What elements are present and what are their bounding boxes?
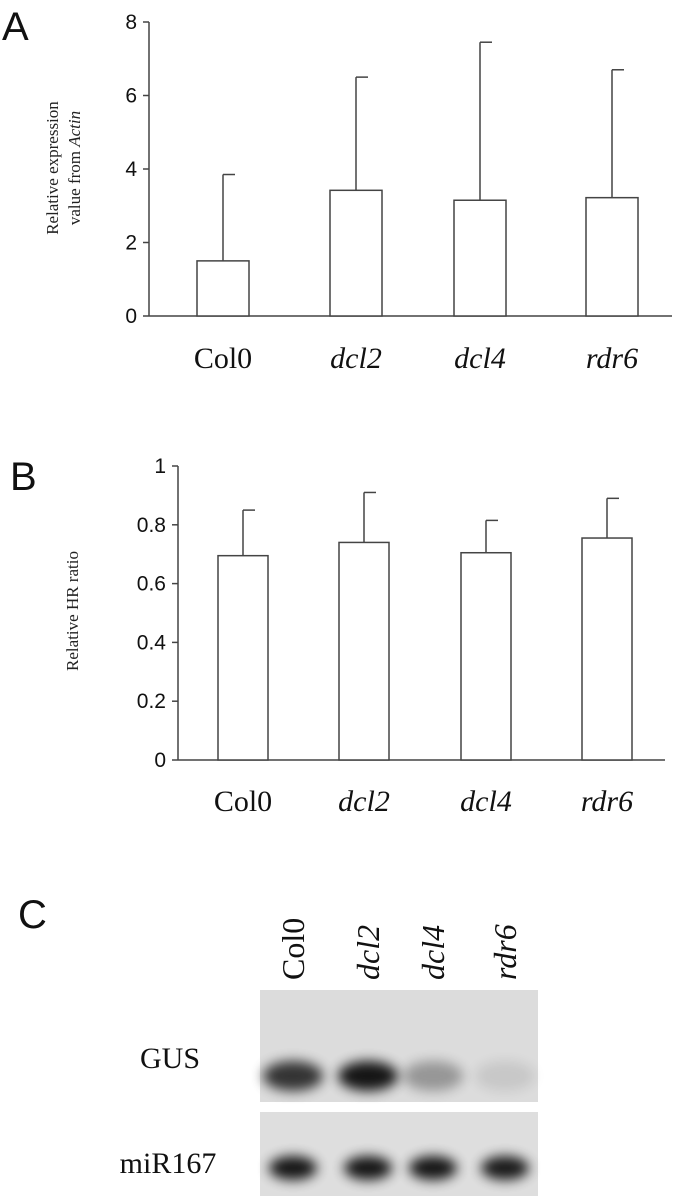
blot-row-label-gus: GUS <box>140 1042 200 1075</box>
y-tick-label: 0 <box>154 749 166 772</box>
category-label-dcl2: dcl2 <box>338 785 390 818</box>
band-miR167-Col0 <box>269 1156 317 1180</box>
y-axis-label-b: Relative HR ratio <box>63 551 82 671</box>
mir167-blot-background <box>260 1112 538 1196</box>
bar-rdr6 <box>581 537 633 761</box>
lane-label-Col0: Col0 <box>275 918 311 980</box>
category-label-rdr6: rdr6 <box>586 342 638 375</box>
category-label-dcl2: dcl2 <box>330 342 382 375</box>
y-axis-label-a-line1: Relative expression <box>43 101 62 235</box>
bar-rdr6 <box>585 196 639 317</box>
y-tick-label: 4 <box>125 158 137 181</box>
category-label-rdr6: rdr6 <box>581 785 633 818</box>
band-miR167-rdr6 <box>481 1156 529 1180</box>
panel-label-c: C <box>18 893 47 937</box>
y-tick-label: 0.2 <box>137 690 166 713</box>
y-axis-label-a-line2: value from Actin <box>65 111 84 225</box>
band-miR167-dcl2 <box>344 1156 392 1180</box>
bar-dcl2 <box>329 189 383 317</box>
y-tick-label: 6 <box>125 85 137 108</box>
y-tick-label: 1 <box>154 455 166 478</box>
y-tick-label: 0.4 <box>137 631 167 654</box>
lane-label-dcl4: dcl4 <box>415 925 451 980</box>
blot-row-label-mir167: miR167 <box>120 1147 217 1180</box>
band-GUS-Col0 <box>263 1061 323 1091</box>
chart-a: Relative expression value from Actin 0 2 4… <box>43 11 672 375</box>
chart-b: Relative HR ratio 0 0.2 0.4 0.6 0.8 1 Col0 dcl2… <box>63 455 665 818</box>
category-label-Col0: Col0 <box>194 342 252 375</box>
band-GUS-dcl4 <box>403 1061 463 1091</box>
category-label-dcl4: dcl4 <box>460 785 512 818</box>
northern-blot: GUS miR167 Col0 dcl2 dcl4 rdr6 <box>120 918 538 1196</box>
panel-label-a: A <box>2 5 29 49</box>
bar-dcl4 <box>453 199 507 317</box>
bar-Col0 <box>196 260 250 317</box>
lane-label-rdr6: rdr6 <box>487 924 523 980</box>
band-miR167-dcl4 <box>409 1156 457 1180</box>
y-tick-label: 0.8 <box>137 514 166 537</box>
bar-dcl4 <box>460 551 512 761</box>
band-GUS-rdr6 <box>475 1061 535 1091</box>
y-tick-label: 8 <box>125 11 137 34</box>
panel-label-b: B <box>10 455 37 499</box>
category-label-Col0: Col0 <box>214 785 272 818</box>
bar-dcl2 <box>338 541 390 761</box>
category-label-dcl4: dcl4 <box>454 342 506 375</box>
band-GUS-dcl2 <box>338 1061 398 1091</box>
lane-label-dcl2: dcl2 <box>350 925 386 980</box>
y-tick-label: 2 <box>125 232 137 255</box>
y-tick-label: 0.6 <box>137 573 166 596</box>
y-tick-label: 0 <box>125 305 137 328</box>
bar-Col0 <box>217 554 269 761</box>
